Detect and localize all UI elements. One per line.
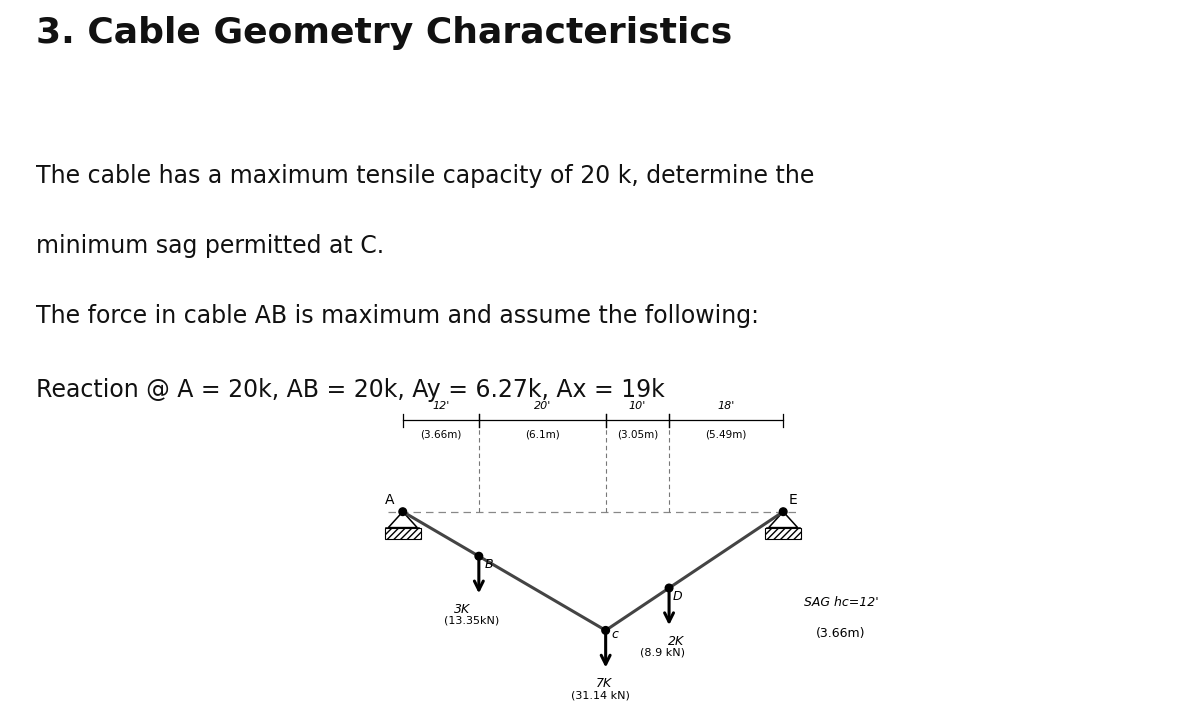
Text: B: B — [485, 558, 493, 571]
Text: c: c — [611, 628, 618, 642]
Polygon shape — [766, 527, 802, 539]
Circle shape — [602, 627, 610, 634]
Text: 10': 10' — [629, 401, 646, 411]
Circle shape — [779, 508, 787, 515]
Text: 2K: 2K — [667, 635, 684, 648]
Text: (6.1m): (6.1m) — [524, 430, 559, 440]
Text: (3.66m): (3.66m) — [816, 627, 865, 640]
Text: minimum sag permitted at C.: minimum sag permitted at C. — [36, 235, 384, 258]
Text: 20': 20' — [534, 401, 551, 411]
Circle shape — [475, 552, 482, 560]
Text: E: E — [788, 493, 798, 507]
Text: 3. Cable Geometry Characteristics: 3. Cable Geometry Characteristics — [36, 16, 732, 50]
Text: The cable has a maximum tensile capacity of 20 k, determine the: The cable has a maximum tensile capacity… — [36, 164, 815, 189]
Circle shape — [398, 508, 407, 515]
Text: (3.66m): (3.66m) — [420, 430, 462, 440]
Text: The force in cable AB is maximum and assume the following:: The force in cable AB is maximum and ass… — [36, 304, 760, 328]
Text: 12': 12' — [432, 401, 450, 411]
Text: (31.14 kN): (31.14 kN) — [570, 690, 629, 700]
Text: 3K: 3K — [454, 603, 470, 616]
Text: Reaction @ A = 20k, AB = 20k, Ay = 6.27k, Ax = 19k: Reaction @ A = 20k, AB = 20k, Ay = 6.27k… — [36, 379, 665, 402]
Circle shape — [665, 584, 673, 592]
Text: A: A — [385, 493, 395, 507]
Text: (3.05m): (3.05m) — [617, 430, 658, 440]
Text: 7K: 7K — [595, 677, 612, 690]
Text: (13.35kN): (13.35kN) — [444, 616, 499, 626]
Polygon shape — [385, 527, 421, 539]
Text: D: D — [673, 590, 683, 603]
Text: (5.49m): (5.49m) — [706, 430, 746, 440]
Text: 18': 18' — [718, 401, 734, 411]
Text: SAG hc=12': SAG hc=12' — [804, 596, 878, 610]
Text: (8.9 kN): (8.9 kN) — [640, 648, 685, 658]
